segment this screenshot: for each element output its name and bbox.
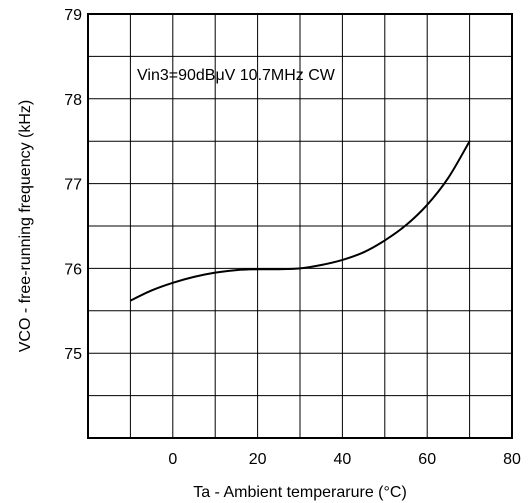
series-layer (129, 140, 471, 302)
x-tick-label: 0 (168, 451, 177, 468)
annotation: Vin3=90dBμV 10.7MHz CW (137, 67, 336, 84)
x-tick-label: 80 (503, 451, 521, 468)
y-tick-label: 77 (64, 177, 82, 194)
y-tick-label: 78 (64, 92, 82, 109)
y-tick-label: 76 (64, 261, 82, 278)
x-axis-label: Ta - Ambient temperarure (°C) (193, 484, 407, 501)
y-axis-label: VCO - free-running frequency (kHz) (17, 100, 34, 353)
plot-frame (87, 13, 513, 439)
y-tick-label: 75 (64, 346, 82, 363)
x-tick-labels: 0 20 40 60 80 (168, 451, 521, 468)
grid (88, 14, 512, 438)
x-tick-label: 60 (418, 451, 436, 468)
series-line (129, 140, 471, 302)
x-tick-label: 20 (249, 451, 267, 468)
y-tick-labels: 75 76 77 78 79 (64, 7, 82, 363)
y-tick-label: 79 (64, 7, 82, 24)
x-tick-label: 40 (334, 451, 352, 468)
